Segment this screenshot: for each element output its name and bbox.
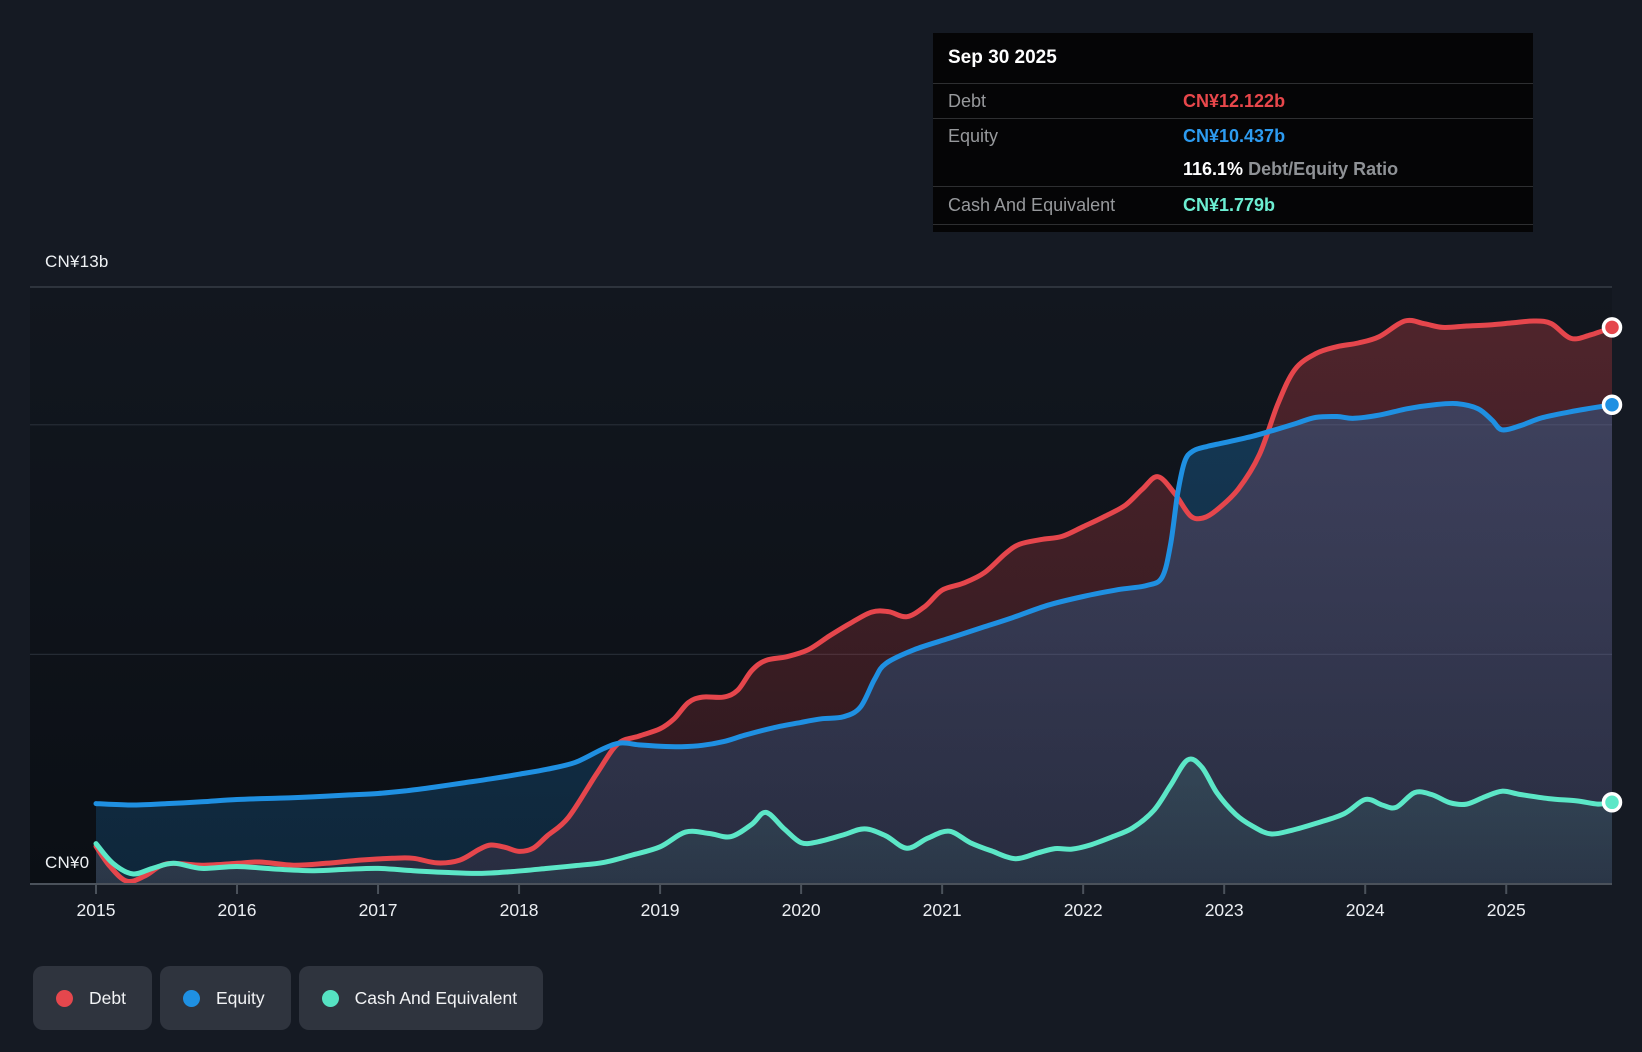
equity-line — [93, 400, 1615, 808]
y-axis-max-label: CN¥13b — [45, 252, 109, 271]
cash-series-dot-icon — [321, 989, 339, 1007]
x-label-2016: 2016 — [218, 900, 257, 920]
cash-line — [93, 756, 1615, 877]
x-label-2017: 2017 — [359, 900, 398, 920]
x-label-2025: 2025 — [1487, 900, 1526, 920]
legend-pill-equity[interactable]: Equity — [159, 966, 291, 1030]
tooltip-panel: Sep 30 2025 Debt CN¥12.122b Equity CN¥10… — [933, 33, 1533, 232]
tooltip-debt-value: CN¥12.122b — [1183, 90, 1286, 111]
equity-endpoint-marker — [1601, 394, 1623, 415]
x-label-2022: 2022 — [1064, 900, 1103, 920]
debt-line — [93, 317, 1615, 885]
tooltip-equity-label: Equity — [948, 125, 999, 146]
tooltip-cash-label: Cash And Equivalent — [948, 195, 1116, 215]
x-label-2015: 2015 — [77, 900, 116, 920]
debt-series-dot-icon — [56, 989, 73, 1007]
legend-cash-label: Cash And Equivalent — [354, 987, 518, 1008]
tooltip-ratio-value: 116.1% — [1183, 159, 1244, 179]
tooltip-ratio-label: Debt/Equity Ratio — [1248, 159, 1399, 179]
tooltip-row-debt: Debt CN¥12.122b — [933, 83, 1533, 118]
x-label-2021: 2021 — [923, 900, 962, 920]
tooltip-row-cash: Cash And Equivalent CN¥1.779b — [933, 186, 1533, 224]
legend-pill-debt[interactable]: Debt — [33, 966, 152, 1030]
tooltip-date: Sep 30 2025 — [948, 47, 1057, 68]
cash-area — [96, 758, 1612, 884]
tooltip-debt-label: Debt — [948, 90, 987, 111]
y-axis-zero-label: CN¥0 — [45, 853, 90, 872]
legend-equity-label: Equity — [215, 987, 265, 1008]
tooltip-cash-value: CN¥1.779b — [1183, 195, 1276, 215]
legend-pill-cash[interactable]: Cash And Equivalent — [298, 966, 544, 1030]
x-label-2020: 2020 — [782, 900, 821, 920]
debt-endpoint-marker — [1601, 317, 1623, 338]
legend: Debt Equity Cash And Equivalent — [33, 966, 544, 1030]
tooltip-equity-value: CN¥10.437b — [1183, 125, 1286, 146]
x-label-2019: 2019 — [641, 900, 680, 920]
x-label-2023: 2023 — [1205, 900, 1244, 920]
tooltip-row-equity: Equity CN¥10.437b — [933, 118, 1533, 153]
equity-series-dot-icon — [182, 989, 200, 1007]
equity-area — [96, 403, 1612, 884]
x-label-2018: 2018 — [500, 900, 539, 920]
tooltip-row-ratio: 116.1% Debt/Equity Ratio — [933, 153, 1533, 186]
x-label-2024: 2024 — [1346, 900, 1385, 920]
legend-debt-label: Debt — [89, 987, 126, 1008]
cash-endpoint-marker — [1601, 792, 1623, 813]
